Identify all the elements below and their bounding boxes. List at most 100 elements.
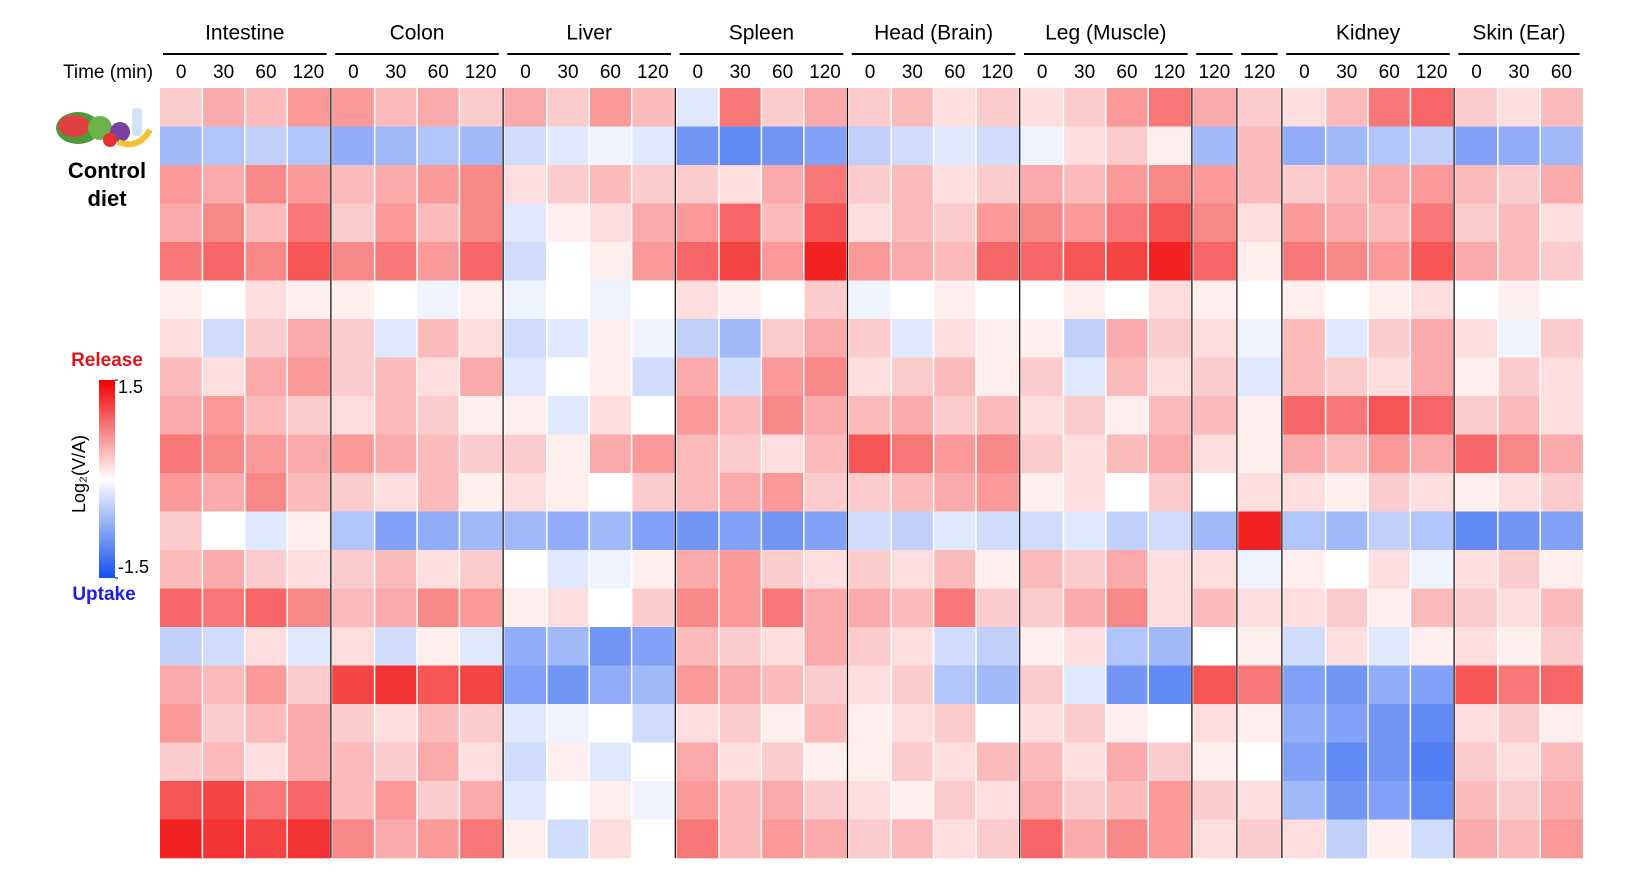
heatmap-cell: [1410, 281, 1453, 320]
heatmap-cell: [677, 589, 720, 628]
heatmap-cell: [202, 281, 245, 320]
heatmap-cell: [375, 627, 418, 666]
heatmap-cell: [375, 666, 418, 705]
heatmap-cell: [1326, 512, 1369, 551]
heatmap-cell: [891, 743, 934, 782]
heatmap-cell: [1148, 743, 1191, 782]
heatmap-cell: [1326, 358, 1369, 397]
heatmap-cell: [459, 88, 502, 127]
heatmap-cell: [849, 88, 892, 127]
heatmap-cell: [1540, 666, 1583, 705]
heatmap-cell: [1238, 165, 1281, 204]
heatmap-cell: [1021, 319, 1064, 358]
heatmap-cell: [332, 743, 375, 782]
heatmap-cell: [1238, 627, 1281, 666]
heatmap-cell: [1021, 704, 1064, 743]
heatmap-cell: [976, 358, 1019, 397]
heatmap-cell: [849, 165, 892, 204]
row-label: diet: [87, 186, 127, 211]
heatmap-cell: [891, 704, 934, 743]
heatmap-cell: [459, 319, 502, 358]
heatmap-cell: [504, 627, 547, 666]
heatmap-cell: [332, 204, 375, 243]
heatmap-cell: [719, 820, 762, 859]
heatmap-cell: [1238, 781, 1281, 820]
heatmap-cell: [1106, 242, 1149, 281]
heatmap-cell: [849, 319, 892, 358]
heatmap-cell: [547, 242, 590, 281]
heatmap-cell: [202, 820, 245, 859]
heatmap-cell: [547, 88, 590, 127]
heatmap-cell: [1193, 627, 1236, 666]
heatmap-cell: [202, 704, 245, 743]
group-label: Skin (Ear): [1472, 22, 1565, 45]
heatmap-cell: [160, 88, 203, 127]
heatmap-cell: [375, 281, 418, 320]
heatmap-cell: [547, 358, 590, 397]
heatmap-cell: [417, 704, 460, 743]
heatmap-cell: [677, 396, 720, 435]
heatmap-cell: [589, 666, 632, 705]
heatmap-cell: [1148, 88, 1191, 127]
heatmap-cell: [1326, 242, 1369, 281]
heatmap-cell: [589, 358, 632, 397]
heatmap-cell: [976, 589, 1019, 628]
heatmap-cell: [287, 88, 330, 127]
heatmap-cell: [891, 281, 934, 320]
heatmap-cell: [589, 781, 632, 820]
heatmap-cell: [1368, 820, 1411, 859]
heatmap-cell: [1063, 165, 1106, 204]
heatmap-cell: [1455, 281, 1498, 320]
heatmap-cell: [677, 512, 720, 551]
heatmap-cell: [849, 435, 892, 474]
heatmap-cell: [245, 319, 288, 358]
heatmap-cell: [287, 435, 330, 474]
heatmap-cell: [1455, 435, 1498, 474]
diet-icon: [56, 108, 150, 147]
heatmap-cell: [976, 435, 1019, 474]
heatmap-cell: [1193, 165, 1236, 204]
heatmap-cell: [287, 550, 330, 589]
time-label: 0: [1471, 62, 1482, 83]
heatmap-cell: [1368, 281, 1411, 320]
heatmap-cell: [160, 165, 203, 204]
heatmap-cell: [1193, 127, 1236, 166]
heatmap-cell: [1326, 550, 1369, 589]
heatmap-cell: [459, 550, 502, 589]
heatmap-cell: [504, 165, 547, 204]
heatmap-cell: [1498, 627, 1541, 666]
heatmap-cell: [1455, 358, 1498, 397]
heatmap-cell: [1063, 512, 1106, 551]
heatmap-cell: [1106, 319, 1149, 358]
heatmap-cell: [1326, 743, 1369, 782]
heatmap-cell: [332, 88, 375, 127]
heatmap-cell: [632, 820, 675, 859]
heatmap-cell: [891, 127, 934, 166]
heatmap-cell: [1410, 127, 1453, 166]
heatmap-cell: [719, 319, 762, 358]
heatmap-cell: [202, 396, 245, 435]
heatmap-cell: [589, 820, 632, 859]
heatmap-cell: [287, 820, 330, 859]
heatmap-cell: [332, 666, 375, 705]
heatmap-cell: [719, 704, 762, 743]
heatmap-cell: [459, 473, 502, 512]
heatmap-cell: [160, 820, 203, 859]
heatmap-cell: [1540, 473, 1583, 512]
heatmap-cell: [287, 281, 330, 320]
heatmap-cell: [589, 589, 632, 628]
heatmap-cell: [1368, 550, 1411, 589]
heatmap-cell: [1238, 435, 1281, 474]
heatmap-cell: [1283, 204, 1326, 243]
heatmap-cell: [1326, 319, 1369, 358]
heatmap-cell: [632, 435, 675, 474]
heatmap-cell: [1021, 396, 1064, 435]
heatmap-cell: [287, 396, 330, 435]
heatmap-cell: [1238, 127, 1281, 166]
heatmap-cell: [375, 396, 418, 435]
heatmap-cell: [1540, 396, 1583, 435]
heatmap-cell: [332, 281, 375, 320]
heatmap-cell: [1368, 781, 1411, 820]
heatmap-cell: [287, 165, 330, 204]
heatmap-cell: [719, 627, 762, 666]
